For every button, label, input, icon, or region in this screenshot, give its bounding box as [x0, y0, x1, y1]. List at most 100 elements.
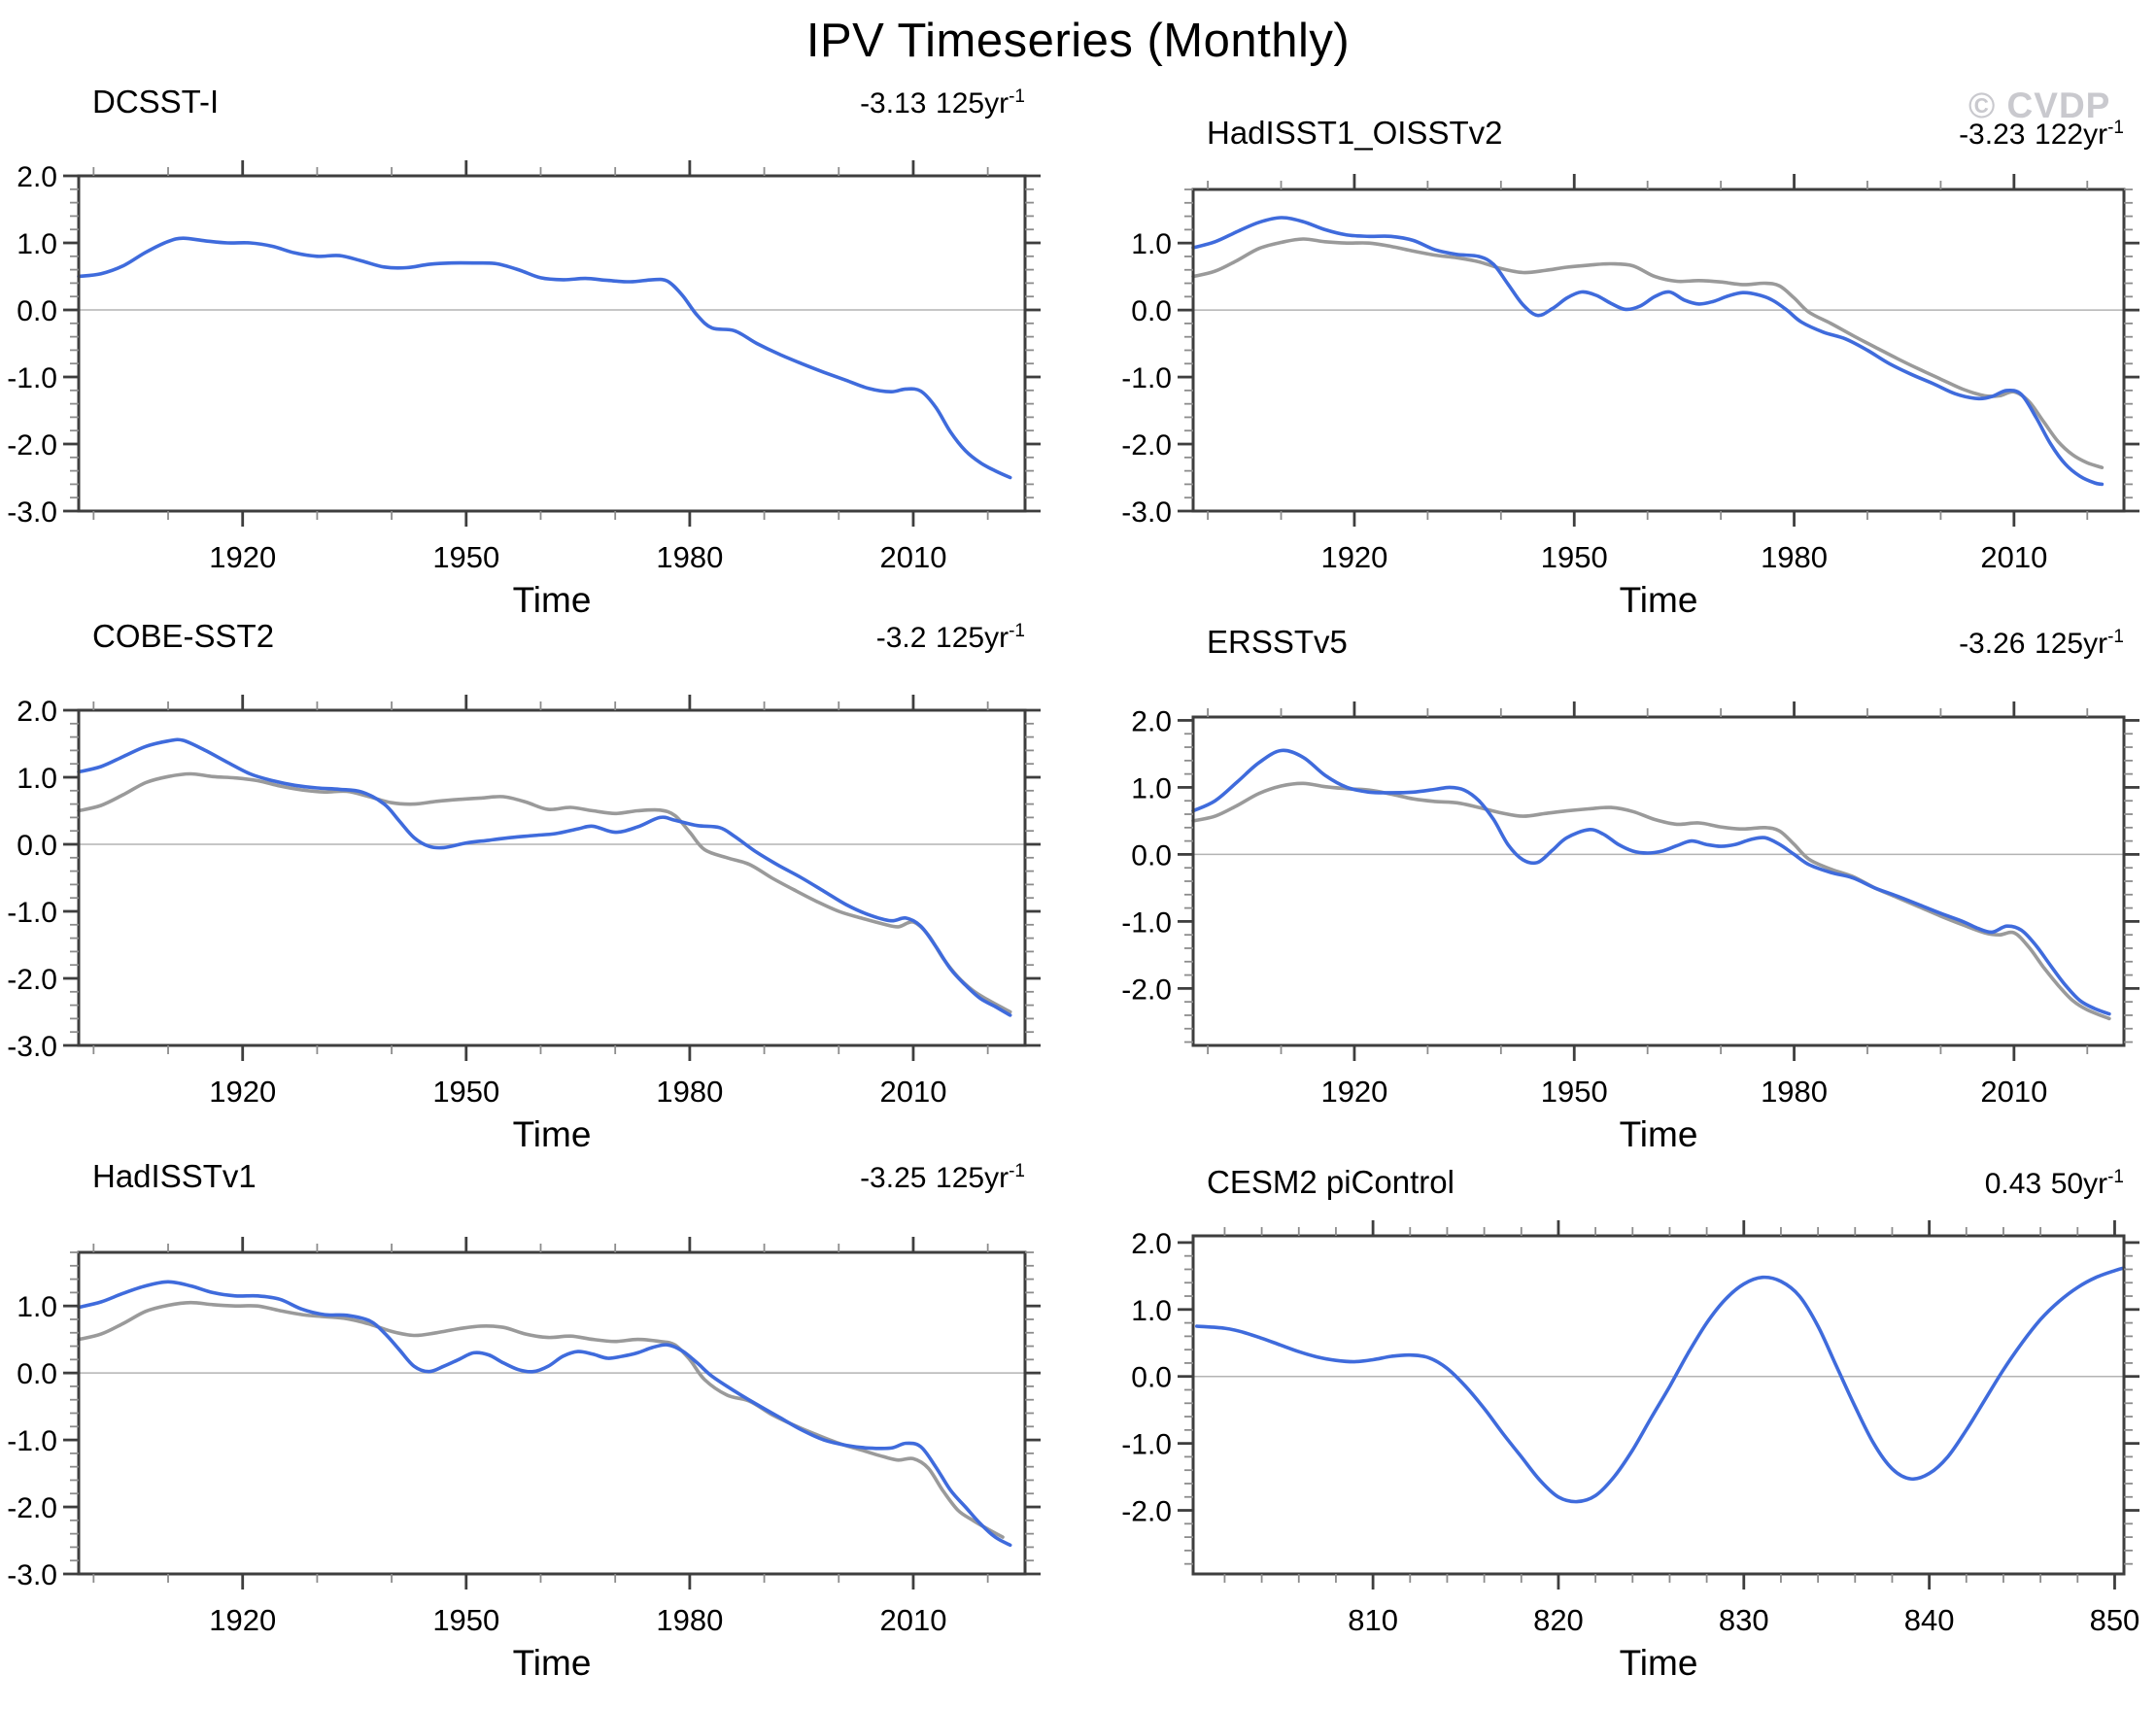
- chart-panel-cesm2-picontrol: CESM2 piControl 0.43 50yr-1 -2.0 -1.0 0.0 1.…: [1106, 1164, 2156, 1683]
- svg-text:-1.0: -1.0: [1121, 1429, 1172, 1461]
- tick-labels: -2.0 -1.0 0.0 1.0 2.0 1920 1950 1980 2010: [1121, 705, 2047, 1109]
- chart-panel-ersstv5: ERSSTv5 -3.26 125yr-1 -2.0 -1.0 0.0 1.0 2.0 19…: [1106, 624, 2156, 1154]
- trend-unit: 122yr: [2035, 119, 2108, 151]
- panel-trend-label: -3.26 125yr-1: [1959, 627, 2124, 661]
- svg-text:2.0: 2.0: [17, 696, 57, 728]
- svg-text:1950: 1950: [432, 540, 499, 574]
- svg-text:1950: 1950: [1541, 1075, 1608, 1109]
- svg-text:-3.0: -3.0: [7, 496, 57, 529]
- trend-exponent: -1: [1009, 86, 1025, 107]
- panel-header: HadISST1_OISSTv2 -3.23 122yr-1: [1207, 115, 2124, 152]
- chart-panel-hadisst1-oisstv2: HadISST1_OISSTv2 -3.23 122yr-1 -3.0 -2.0 -1…: [1106, 115, 2156, 620]
- svg-text:840: 840: [1904, 1603, 1955, 1637]
- tick-labels: -3.0 -2.0 -1.0 0.0 1.0 1920 1950 1980 2010: [1121, 228, 2047, 574]
- svg-text:-1.0: -1.0: [1121, 362, 1172, 394]
- tick-labels: -3.0 -2.0 -1.0 0.0 1.0 2.0 1920 1950 1980 2010: [7, 161, 946, 574]
- svg-text:850: 850: [2090, 1603, 2140, 1637]
- trend-exponent: -1: [2107, 627, 2124, 647]
- svg-text:1980: 1980: [1761, 540, 1828, 574]
- series-line-primary: [77, 1280, 1012, 1548]
- svg-text:-2.0: -2.0: [7, 1492, 57, 1524]
- plot-canvas-hadisst1-oisstv2: -3.0 -2.0 -1.0 0.0 1.0 1920 1950 1980 2010 Time: [1121, 174, 2139, 620]
- panel-title: CESM2 piControl: [1207, 1164, 1454, 1200]
- svg-text:1920: 1920: [209, 1075, 276, 1109]
- figure-title: IPV Timeseries (Monthly): [805, 15, 1351, 67]
- plot-box: [77, 174, 1027, 513]
- panel-header: DCSST-I -3.13 125yr-1: [92, 84, 1025, 120]
- major-ticks: [1178, 174, 2139, 527]
- svg-text:2010: 2010: [1980, 540, 2047, 574]
- svg-text:-3.0: -3.0: [7, 1559, 57, 1591]
- panel-header: ERSSTv5 -3.26 125yr-1: [1207, 624, 2124, 661]
- series-line-reference: [77, 1300, 1005, 1539]
- trend-exponent: -1: [1009, 621, 1025, 641]
- minor-ticks: [1184, 181, 2133, 520]
- major-ticks: [63, 160, 1041, 527]
- svg-text:-2.0: -2.0: [7, 429, 57, 461]
- x-axis-label: Time: [513, 580, 592, 620]
- svg-text:1950: 1950: [432, 1075, 499, 1109]
- svg-text:1.0: 1.0: [17, 228, 57, 260]
- series-line-primary: [1191, 748, 2111, 1016]
- series-line-reference: [77, 771, 1012, 1014]
- svg-text:0.0: 0.0: [1131, 839, 1172, 872]
- panel-title: HadISSTv1: [92, 1158, 257, 1194]
- plot-canvas-hadisstv1: -3.0 -2.0 -1.0 0.0 1.0 1920 1950 1980 2010 Time: [7, 1237, 1041, 1683]
- panel-title: ERSSTv5: [1207, 624, 1348, 660]
- svg-text:2.0: 2.0: [17, 161, 57, 193]
- svg-text:-2.0: -2.0: [7, 964, 57, 996]
- svg-text:820: 820: [1533, 1603, 1584, 1637]
- tick-labels: -2.0 -1.0 0.0 1.0 2.0 810 820 830 840 850: [1121, 1228, 2139, 1637]
- trend-value: 0.43: [1984, 1168, 2042, 1200]
- plot-box: [1191, 188, 2126, 513]
- svg-text:2010: 2010: [879, 1603, 946, 1637]
- x-axis-label: Time: [1620, 1643, 1698, 1683]
- trend-unit: 50yr: [2050, 1168, 2108, 1200]
- x-axis-label: Time: [1620, 1114, 1698, 1154]
- svg-text:1980: 1980: [656, 1075, 723, 1109]
- minor-ticks: [1184, 708, 2133, 1054]
- trend-exponent: -1: [1009, 1161, 1025, 1181]
- svg-text:-2.0: -2.0: [1121, 1496, 1172, 1528]
- plot-canvas-dcsst-i: -3.0 -2.0 -1.0 0.0 1.0 2.0 1920 1950 1980 2010 Tim…: [7, 160, 1041, 620]
- svg-text:1950: 1950: [432, 1603, 499, 1637]
- plot-box: [77, 708, 1027, 1047]
- trend-value: -3.25: [860, 1162, 927, 1194]
- series-line-reference: [1191, 237, 2105, 469]
- svg-text:-3.0: -3.0: [7, 1031, 57, 1063]
- panel-trend-label: -3.2 125yr-1: [876, 621, 1025, 655]
- panel-header: COBE-SST2 -3.2 125yr-1: [92, 618, 1025, 655]
- major-ticks: [63, 695, 1041, 1061]
- series-line-reference: [1191, 781, 2111, 1021]
- svg-text:-2.0: -2.0: [1121, 429, 1172, 461]
- panel-title: HadISST1_OISSTv2: [1207, 115, 1503, 151]
- svg-text:810: 810: [1348, 1603, 1398, 1637]
- plot-box: [1191, 1234, 2126, 1576]
- major-ticks: [63, 1237, 1041, 1589]
- svg-text:1.0: 1.0: [17, 763, 57, 795]
- svg-text:830: 830: [1719, 1603, 1769, 1637]
- series-line-primary: [1191, 216, 2105, 487]
- x-axis-label: Time: [513, 1114, 592, 1154]
- minor-ticks: [1184, 1227, 2133, 1583]
- trend-unit: 125yr: [936, 87, 1010, 120]
- svg-text:1.0: 1.0: [1131, 228, 1172, 260]
- panel-trend-label: -3.13 125yr-1: [860, 86, 1025, 120]
- panel-header: HadISSTv1 -3.25 125yr-1: [92, 1158, 1025, 1195]
- svg-text:0.0: 0.0: [1131, 1362, 1172, 1394]
- svg-text:1.0: 1.0: [17, 1291, 57, 1323]
- svg-text:-1.0: -1.0: [1121, 906, 1172, 939]
- major-ticks: [1178, 1220, 2139, 1589]
- svg-text:0.0: 0.0: [17, 830, 57, 862]
- svg-text:-3.0: -3.0: [1121, 496, 1172, 529]
- major-ticks: [1178, 701, 2139, 1061]
- svg-text:1980: 1980: [1761, 1075, 1828, 1109]
- minor-ticks: [70, 701, 1034, 1054]
- trend-unit: 125yr: [936, 1162, 1010, 1194]
- svg-text:1920: 1920: [1320, 1075, 1387, 1109]
- panel-trend-label: -3.25 125yr-1: [860, 1161, 1025, 1195]
- panel-trend-label: 0.43 50yr-1: [1985, 1167, 2124, 1201]
- trend-value: -3.13: [860, 87, 927, 120]
- minor-ticks: [70, 167, 1034, 520]
- plot-canvas-ersstv5: -2.0 -1.0 0.0 1.0 2.0 1920 1950 1980 2010 Time: [1121, 701, 2139, 1154]
